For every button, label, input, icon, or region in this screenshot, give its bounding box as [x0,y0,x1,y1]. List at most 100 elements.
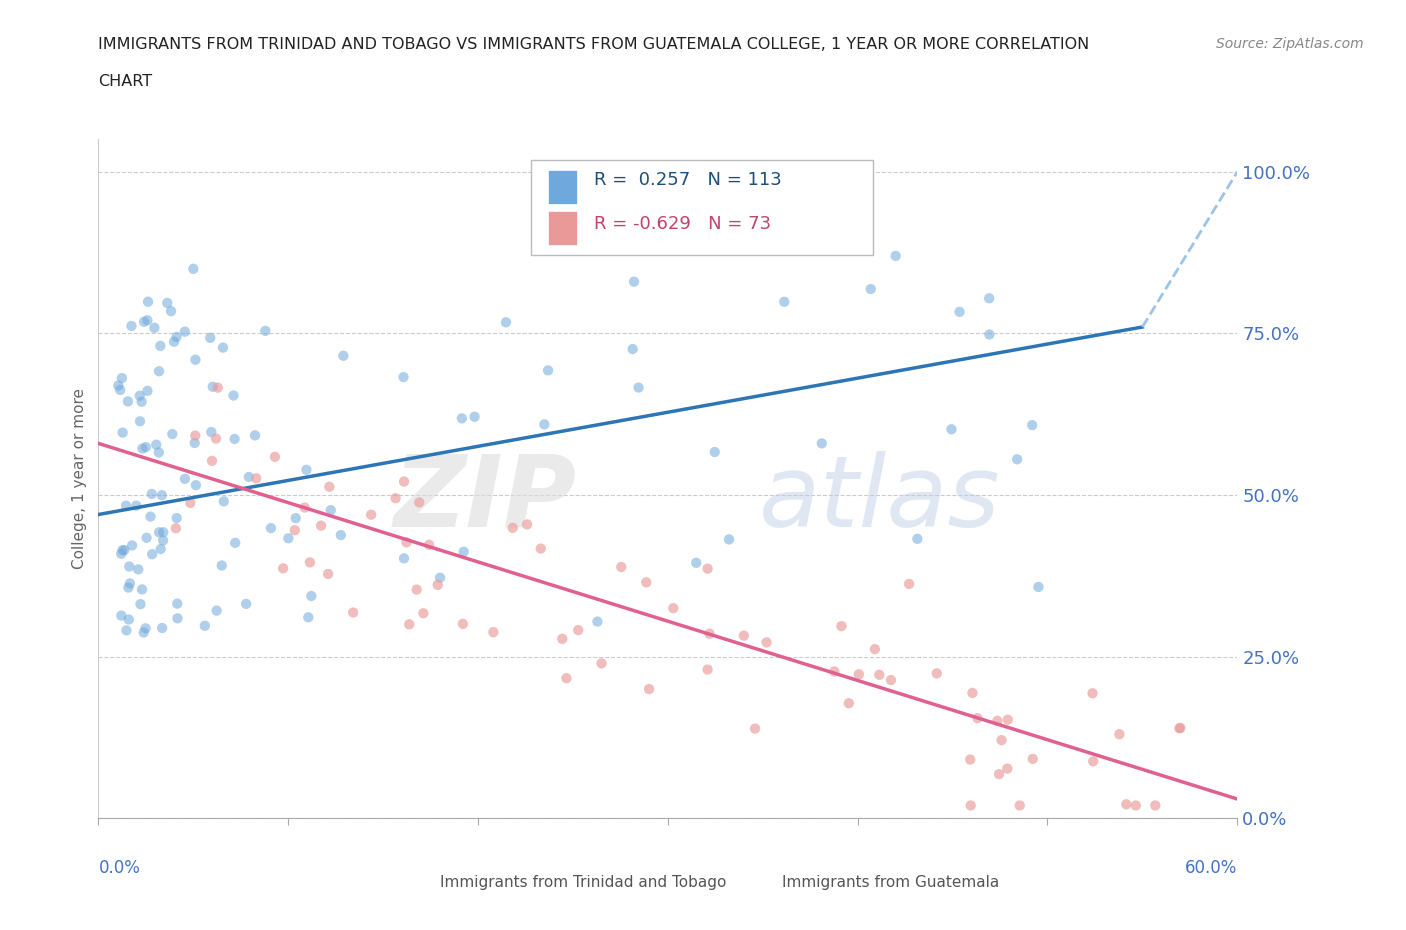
Point [316,566,339,581]
Point [165,521,187,536]
Point [863,642,886,657]
Point [117,394,139,409]
Point [260,521,283,536]
Point [986,713,1008,728]
Text: IMMIGRANTS FROM TRINIDAD AND TOBAGO VS IMMIGRANTS FROM GUATEMALA COLLEGE, 1 YEAR: IMMIGRANTS FROM TRINIDAD AND TOBAGO VS I… [98,37,1090,52]
Point [111,425,134,440]
Point [948,304,970,319]
Text: ZIP: ZIP [394,451,576,548]
Point [342,605,364,620]
Point [148,445,170,460]
Point [627,380,650,395]
Point [183,435,205,450]
Point [127,562,149,577]
Point [392,474,415,489]
Point [131,441,153,456]
Point [966,711,988,725]
Point [107,379,129,393]
Point [1022,751,1045,766]
Point [848,667,870,682]
Point [224,536,246,551]
Point [200,330,222,345]
Point [898,577,921,591]
Text: R = -0.629   N = 73: R = -0.629 N = 73 [593,216,770,233]
Point [426,578,449,592]
Point [205,432,228,446]
Point [212,340,235,355]
Point [245,471,267,485]
Point [121,538,143,552]
Point [173,325,195,339]
Text: R =  0.257   N = 113: R = 0.257 N = 113 [593,171,782,189]
Point [405,582,427,597]
Point [166,329,188,344]
Point [160,304,183,319]
Point [979,327,1001,342]
Point [1008,798,1031,813]
Point [166,511,188,525]
FancyBboxPatch shape [531,160,873,255]
Point [755,635,778,650]
Point [118,576,141,591]
Point [392,551,415,565]
Point [451,617,474,631]
Point [567,623,589,638]
Point [224,432,246,446]
Point [143,320,166,335]
Point [200,425,222,440]
Point [111,371,134,386]
Point [429,570,451,585]
Point [450,411,472,426]
Point [129,414,152,429]
Point [309,518,332,533]
Point [284,523,307,538]
Point [243,428,266,443]
Point [537,363,560,378]
Point [925,666,948,681]
Point [699,626,721,641]
Point [194,618,217,633]
Text: Immigrants from Trinidad and Tobago: Immigrants from Trinidad and Tobago [440,875,727,890]
Point [773,295,796,310]
Point [112,542,135,557]
Point [149,541,172,556]
Point [464,409,486,424]
Point [1108,726,1130,741]
Point [1081,685,1104,700]
Point [238,470,260,485]
Point [988,766,1011,781]
Point [201,453,224,468]
Point [1144,798,1167,813]
Point [555,671,578,685]
Point [398,617,420,631]
Point [284,511,307,525]
Point [141,486,163,501]
Point [134,621,156,636]
Point [662,601,685,616]
Point [298,555,321,570]
Point [905,531,928,546]
Point [156,296,179,311]
Point [149,339,172,353]
Point [319,503,342,518]
Point [111,543,134,558]
Point [823,664,845,679]
Point [132,314,155,329]
Point [131,394,153,409]
Point [166,611,188,626]
Point [254,324,277,339]
Point [718,532,741,547]
Point [162,427,184,442]
Point [332,349,354,364]
Point [495,315,517,330]
Point [207,380,229,395]
Point [136,312,159,327]
Point [884,248,907,263]
Point [150,487,173,502]
Point [859,282,882,297]
Point [184,428,207,443]
Point [959,798,981,813]
Point [530,541,553,556]
Point [115,498,138,513]
Text: Immigrants from Guatemala: Immigrants from Guatemala [782,875,1000,890]
